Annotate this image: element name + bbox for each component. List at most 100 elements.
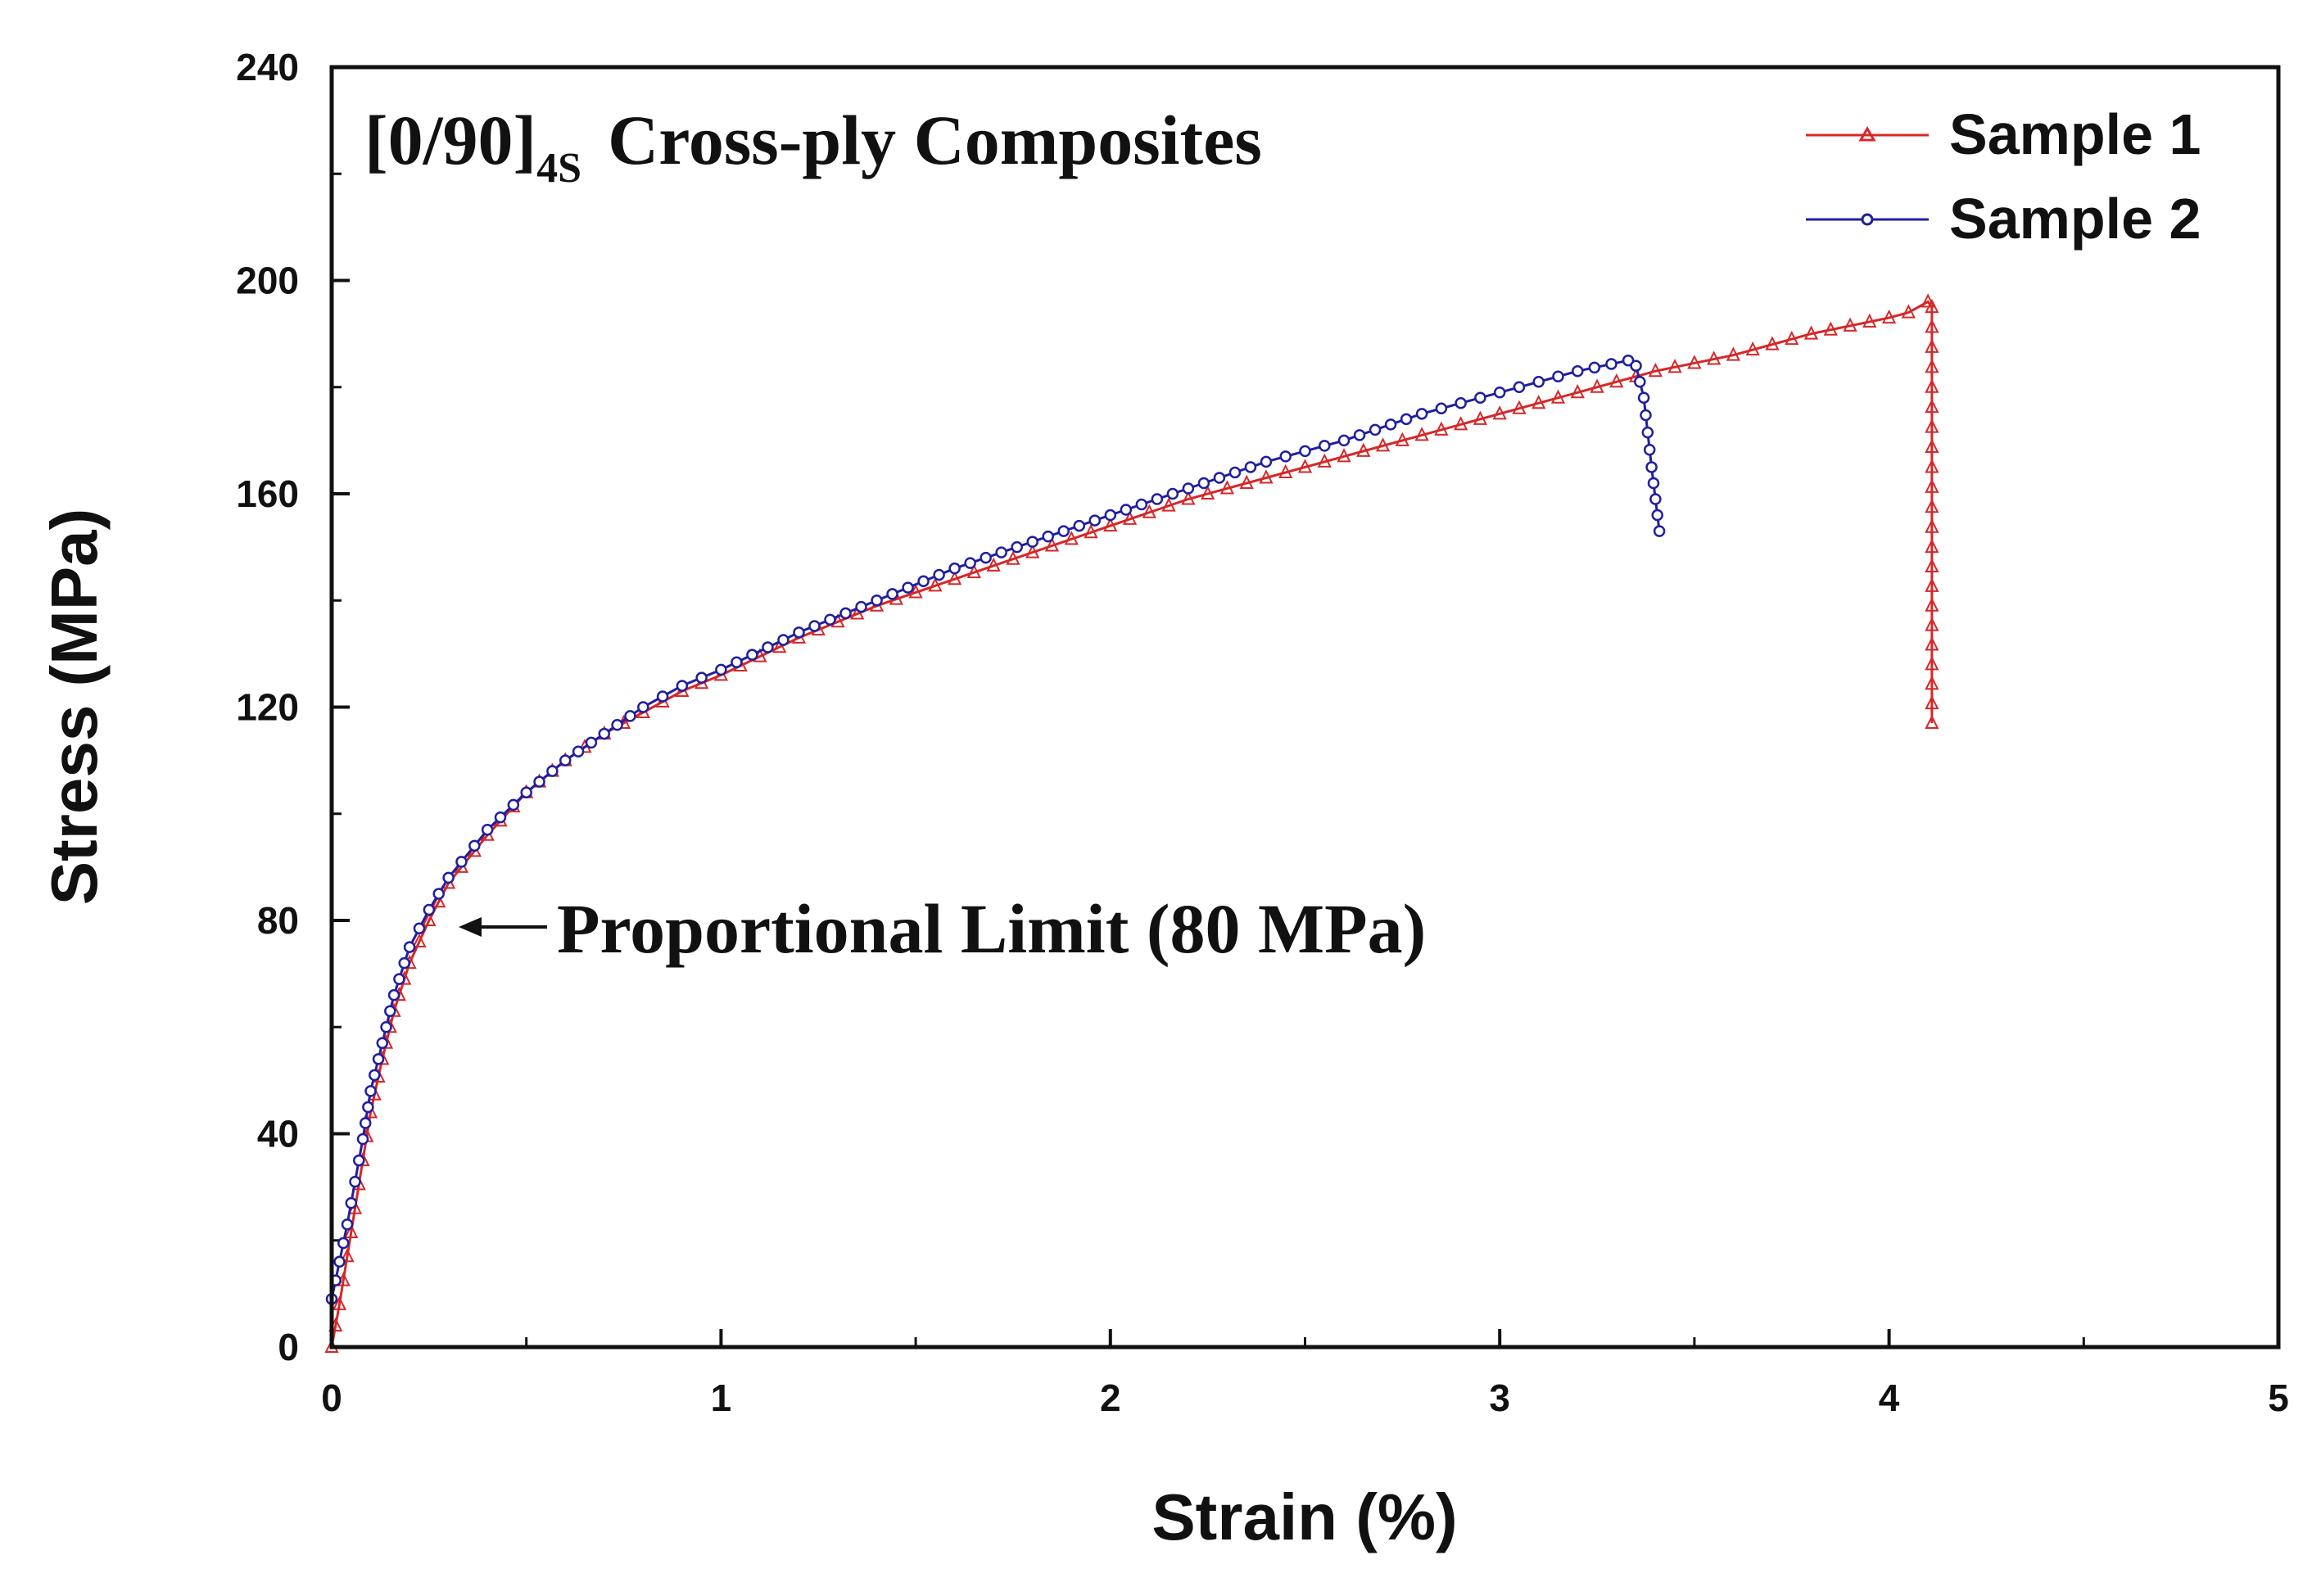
data-point-sample-1 — [1925, 577, 1939, 592]
data-point-sample-2 — [1182, 482, 1195, 495]
data-point-sample-2 — [1073, 519, 1086, 532]
data-point-sample-2 — [886, 588, 898, 600]
data-point-sample-2 — [349, 1175, 361, 1188]
data-point-sample-2 — [1120, 504, 1133, 516]
data-point-sample-1 — [1219, 480, 1235, 495]
data-point-sample-2 — [585, 736, 598, 749]
data-point-sample-1 — [1925, 359, 1939, 373]
data-point-sample-2 — [695, 671, 708, 684]
data-point-sample-1 — [1925, 656, 1939, 671]
data-point-sample-2 — [839, 607, 852, 620]
data-point-sample-2 — [1641, 426, 1654, 439]
data-point-sample-1 — [1142, 504, 1156, 518]
data-point-sample-2 — [1630, 359, 1642, 372]
data-point-sample-1 — [1103, 517, 1118, 532]
data-point-sample-2 — [1151, 493, 1164, 505]
data-point-sample-1 — [1492, 405, 1507, 420]
data-point-sample-2 — [611, 718, 623, 731]
data-point-sample-2 — [715, 663, 727, 676]
data-point-sample-1 — [1648, 362, 1663, 378]
data-point-sample-1 — [1434, 421, 1449, 436]
data-point-sample-2 — [520, 786, 532, 798]
data-point-sample-2 — [337, 1237, 350, 1250]
data-point-sample-2 — [1605, 358, 1617, 370]
data-point-sample-2 — [1353, 429, 1366, 441]
data-point-sample-1 — [1064, 531, 1079, 545]
data-point-sample-2 — [995, 546, 1007, 558]
y-tick-label: 80 — [257, 899, 299, 942]
data-point-sample-2 — [1337, 434, 1351, 447]
data-point-sample-2 — [1400, 413, 1413, 426]
data-point-sample-2 — [572, 745, 585, 758]
data-point-sample-2 — [1369, 423, 1382, 436]
data-point-sample-2 — [1213, 472, 1226, 484]
data-point-sample-1 — [1259, 469, 1274, 484]
data-point-sample-2 — [980, 551, 992, 564]
data-point-sample-2 — [432, 888, 445, 900]
data-point-sample-2 — [917, 575, 930, 588]
data-point-sample-2 — [676, 680, 689, 692]
series-sample-2 — [325, 354, 1666, 1305]
data-point-sample-2 — [423, 903, 436, 916]
data-point-sample-2 — [356, 1133, 369, 1146]
data-point-sample-1 — [412, 933, 427, 948]
data-point-sample-2 — [1634, 375, 1646, 388]
annotation-text: Proportional Limit (80 MPa) — [557, 889, 1426, 968]
data-point-sample-2 — [1166, 487, 1179, 500]
data-point-sample-1 — [1925, 597, 1939, 612]
data-point-sample-1 — [1395, 432, 1409, 446]
legend-marker-sample-1 — [1858, 125, 1876, 142]
data-point-sample-1 — [1454, 416, 1468, 431]
plot-frame — [329, 65, 2281, 1350]
data-point-sample-2 — [933, 568, 945, 581]
data-point-sample-1 — [1006, 550, 1020, 565]
data-point-sample-2 — [380, 1021, 392, 1033]
data-point-sample-2 — [624, 710, 636, 722]
data-point-sample-1 — [1925, 499, 1939, 513]
series-sample-1 — [324, 293, 1939, 1353]
data-point-sample-2 — [1513, 381, 1526, 393]
data-point-sample-2 — [1643, 444, 1656, 456]
data-point-sample-2 — [1415, 408, 1428, 420]
data-point-sample-2 — [359, 1117, 372, 1129]
data-point-sample-2 — [1088, 514, 1102, 527]
data-point-sample-1 — [1609, 373, 1624, 388]
y-tick-label: 240 — [236, 46, 299, 88]
data-point-sample-1 — [1707, 350, 1722, 365]
x-tick-label: 1 — [711, 1377, 732, 1419]
data-point-sample-1 — [1843, 317, 1857, 332]
legend-label-sample-2: Sample 2 — [1949, 187, 2201, 251]
proportional-limit-annotation: Proportional Limit (80 MPa) — [459, 889, 1426, 968]
data-point-sample-2 — [1640, 409, 1652, 422]
data-point-sample-2 — [442, 871, 455, 884]
data-point-sample-2 — [364, 1085, 377, 1097]
data-point-sample-2 — [637, 701, 649, 713]
y-axis-label: Stress (MPa) — [38, 509, 111, 906]
data-point-sample-1 — [340, 1248, 355, 1263]
data-point-sample-2 — [393, 973, 405, 985]
data-point-sample-2 — [533, 775, 545, 788]
data-point-sample-1 — [1550, 389, 1566, 404]
data-point-sample-1 — [332, 1295, 347, 1310]
data-point-sample-1 — [1925, 378, 1939, 393]
data-point-sample-2 — [824, 613, 836, 626]
data-point-sample-1 — [1925, 319, 1939, 333]
data-point-sample-1 — [1084, 523, 1098, 539]
data-point-sample-1 — [1862, 313, 1877, 328]
data-point-sample-2 — [1645, 461, 1658, 473]
data-point-sample-1 — [344, 1223, 359, 1238]
x-tick-label: 2 — [1100, 1377, 1121, 1419]
data-point-sample-2 — [369, 1069, 381, 1082]
x-tick-label: 4 — [1879, 1377, 1900, 1419]
data-point-sample-1 — [1473, 410, 1488, 425]
data-point-sample-1 — [1025, 544, 1040, 558]
data-point-sample-1 — [1803, 325, 1819, 340]
data-point-sample-2 — [345, 1196, 358, 1209]
data-point-sample-1 — [432, 893, 446, 908]
data-point-sample-1 — [1590, 378, 1604, 393]
data-point-sample-1 — [1667, 359, 1682, 373]
data-point-sample-1 — [1375, 437, 1391, 452]
data-point-sample-1 — [1745, 341, 1760, 356]
data-point-sample-1 — [1239, 474, 1254, 489]
